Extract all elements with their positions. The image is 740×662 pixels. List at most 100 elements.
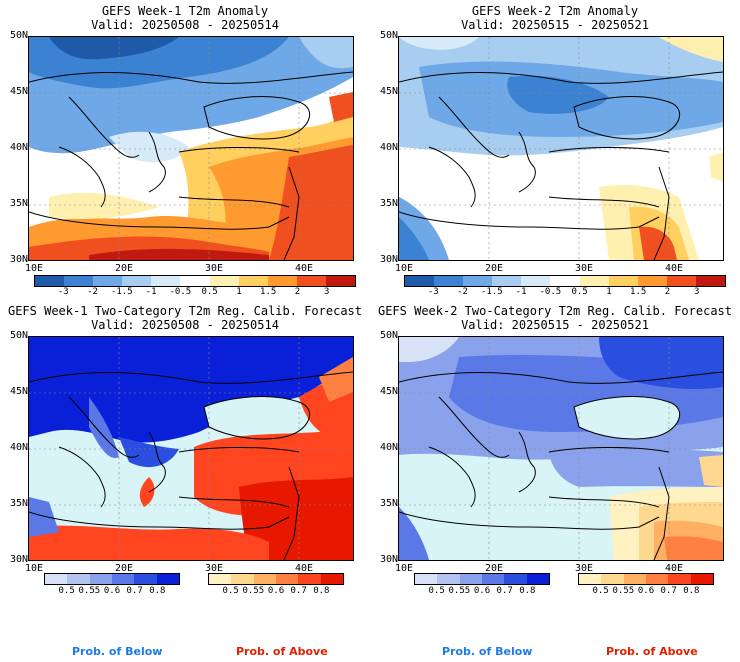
colorbar-swatch (526, 574, 549, 584)
colorbar-swatch (695, 276, 726, 286)
anomaly-colorbar-labels: -3 -2 -1.5 -1 -0.5 0.5 1 1.5 2 3 (404, 287, 726, 299)
colorbar-tick-label: 3 (324, 287, 330, 297)
lon-label: 40E (664, 563, 684, 574)
lat-label: 30N (9, 254, 28, 265)
prob-below-colorbar-labels: 0.5 0.55 0.6 0.7 0.8 (44, 586, 180, 598)
lon-label: 40E (294, 563, 314, 574)
colorbar-swatch (437, 574, 460, 584)
lon-label: 10E (24, 563, 44, 574)
colorbar-swatch (180, 276, 210, 286)
colorbar-swatch (550, 276, 580, 286)
lat-label: 50N (379, 330, 398, 341)
colorbar-swatch (579, 574, 602, 584)
lon-label: 20E (114, 563, 134, 574)
colorbar-swatch (267, 276, 297, 286)
colorbar-tick-label: -3 (57, 287, 69, 297)
colorbar-tick-label: 0.5 (571, 287, 588, 297)
lat-label: 45N (9, 386, 28, 397)
colorbar-tick-label: 0.55 (78, 586, 101, 596)
panel-valid-dates: Valid: 20250515 - 20250521 (461, 318, 649, 332)
colorbar-swatch (521, 276, 551, 286)
panel-valid-dates: Valid: 20250508 - 20250514 (91, 318, 279, 332)
colorbar-tick-label: -0.5 (539, 287, 562, 297)
legend-prob-above: Prob. of Above (236, 645, 328, 658)
prob-below-colorbar (44, 573, 180, 585)
colorbar-tick-label: 0.5 (58, 586, 75, 596)
colorbar-swatch (209, 574, 232, 584)
lon-label: 10E (394, 263, 414, 274)
colorbar-tick-label: 0.8 (683, 586, 700, 596)
legend-prob-below: Prob. of Below (442, 645, 533, 658)
panel-title: GEFS Week-2 Two-Category T2m Reg. Calib.… (377, 304, 732, 318)
colorbar-tick-label: 0.55 (612, 586, 635, 596)
colorbar-swatch (134, 574, 157, 584)
panel-valid-dates: Valid: 20250508 - 20250514 (91, 18, 279, 32)
colorbar-tick-label: -3 (427, 287, 439, 297)
lon-label: 20E (484, 563, 504, 574)
panel-title: GEFS Week-1 Two-Category T2m Reg. Calib.… (7, 304, 362, 318)
colorbar-tick-label: 0.6 (267, 586, 285, 596)
lat-label: 40N (9, 442, 28, 453)
colorbar-swatch (415, 574, 438, 584)
colorbar-tick-label: 1.5 (260, 287, 277, 297)
colorbar-swatch (434, 276, 464, 286)
colorbar-swatch (608, 276, 638, 286)
lon-label: 30E (574, 563, 594, 574)
colorbar-swatch (231, 574, 254, 584)
colorbar-tick-label: 0.6 (473, 586, 491, 596)
colorbar-tick-label: 0.7 (126, 586, 143, 596)
prob-below-colorbar (414, 573, 550, 585)
colorbar-swatch (35, 276, 65, 286)
colorbar-swatch (504, 574, 527, 584)
panel-week2-anomaly: GEFS Week-2 T2m Anomaly Valid: 20250515 … (370, 0, 740, 300)
panel-title: GEFS Week-2 T2m Anomaly (471, 4, 639, 18)
colorbar-tick-label: 0.6 (637, 586, 655, 596)
colorbar-swatch (459, 574, 482, 584)
colorbar-swatch (253, 574, 276, 584)
lon-label: 30E (574, 263, 594, 274)
colorbar-swatch (690, 574, 713, 584)
legend-prob-above: Prob. of Above (606, 645, 698, 658)
colorbar-swatch (45, 574, 68, 584)
lon-label: 40E (294, 263, 314, 274)
colorbar-swatch (89, 574, 112, 584)
colorbar-swatch (463, 276, 493, 286)
lon-label: 10E (24, 263, 44, 274)
lon-label: 20E (484, 263, 504, 274)
colorbar-swatch (668, 574, 691, 584)
lat-label: 45N (379, 386, 398, 397)
panel-week1-anomaly: GEFS Week-1 T2m Anomaly Valid: 20250508 … (0, 0, 370, 300)
lon-label: 30E (204, 263, 224, 274)
lat-label: 30N (9, 554, 28, 565)
colorbar-swatch (122, 276, 152, 286)
colorbar-tick-label: 2 (294, 287, 301, 297)
panel-valid-dates: Valid: 20250515 - 20250521 (461, 18, 649, 32)
map-week1-anomaly (28, 36, 354, 261)
colorbar-swatch (645, 574, 669, 584)
colorbar-swatch (275, 574, 299, 584)
map-week2-probability (398, 336, 724, 561)
colorbar-swatch (238, 276, 268, 286)
colorbar-swatch (637, 276, 667, 286)
lat-label: 35N (9, 498, 28, 509)
colorbar-swatch (481, 574, 505, 584)
map-week2-anomaly (398, 36, 724, 261)
colorbar-swatch (579, 276, 609, 286)
panel-week1-probability: GEFS Week-1 Two-Category T2m Reg. Calib.… (0, 300, 370, 600)
lat-label: 45N (9, 86, 28, 97)
lat-label: 50N (9, 330, 28, 341)
lat-label: 35N (379, 498, 398, 509)
colorbar-tick-label: -1.5 (480, 287, 503, 297)
colorbar-tick-label: 0.8 (149, 586, 166, 596)
colorbar-swatch (666, 276, 696, 286)
prob-above-colorbar (578, 573, 714, 585)
colorbar-tick-label: 0.6 (103, 586, 121, 596)
colorbar-swatch (64, 276, 94, 286)
anomaly-colorbar (404, 275, 726, 287)
colorbar-swatch (209, 276, 239, 286)
colorbar-swatch (156, 574, 179, 584)
lon-label: 30E (204, 563, 224, 574)
lat-label: 30N (379, 254, 398, 265)
panel-title: GEFS Week-1 T2m Anomaly (101, 4, 269, 18)
colorbar-tick-label: 3 (694, 287, 700, 297)
